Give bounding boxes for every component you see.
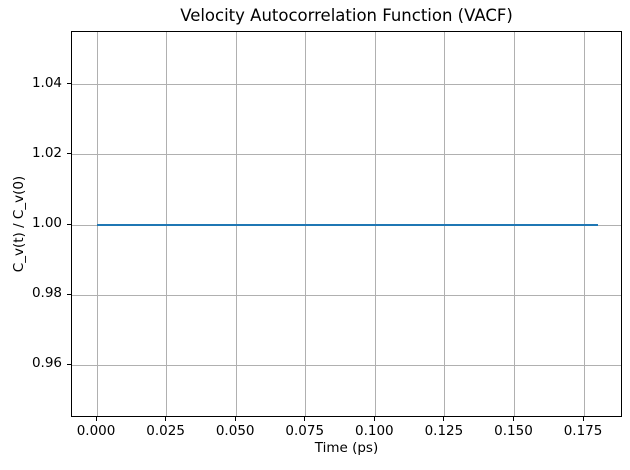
- y-gridline: [72, 154, 621, 156]
- x-tick-label: 0.175: [563, 423, 603, 439]
- y-tick-label: 0.96: [31, 355, 62, 372]
- x-tick-label: 0.150: [494, 423, 533, 439]
- x-tick-mark: [304, 417, 306, 421]
- x-tick-mark: [443, 417, 445, 421]
- y-tick-label: 1.00: [31, 215, 62, 231]
- y-gridline: [72, 84, 621, 86]
- y-tick-mark: [67, 363, 71, 365]
- y-tick-label: 1.02: [31, 144, 62, 161]
- y-gridline: [72, 294, 621, 296]
- x-tick-label: 0.125: [424, 423, 464, 439]
- y-tick-label: 1.04: [31, 74, 62, 91]
- x-tick-label: 0.050: [215, 423, 255, 439]
- x-tick-mark: [582, 417, 584, 421]
- x-tick-label: 0.075: [285, 423, 325, 439]
- x-tick-label: 0.000: [76, 423, 116, 439]
- y-tick-mark: [67, 293, 71, 295]
- x-tick-mark: [373, 417, 375, 421]
- x-tick-mark: [512, 417, 514, 421]
- y-tick-mark: [67, 223, 71, 225]
- chart-title: Velocity Autocorrelation Function (VACF): [180, 6, 513, 25]
- x-tick-mark: [165, 417, 167, 421]
- x-tick-mark: [95, 417, 97, 421]
- y-tick-mark: [67, 83, 71, 85]
- x-tick-mark: [234, 417, 236, 421]
- x-tick-label: 0.025: [146, 423, 185, 439]
- x-tick-label: 0.100: [355, 423, 394, 439]
- y-tick-label: 0.98: [31, 285, 62, 302]
- vacf-series-line: [97, 224, 598, 226]
- y-axis-label: C_v(t) / C_v(0): [11, 175, 27, 273]
- y-tick-mark: [67, 153, 71, 155]
- x-axis-label: Time (ps): [314, 440, 379, 456]
- plot-area: [71, 31, 622, 417]
- y-gridline: [72, 364, 621, 366]
